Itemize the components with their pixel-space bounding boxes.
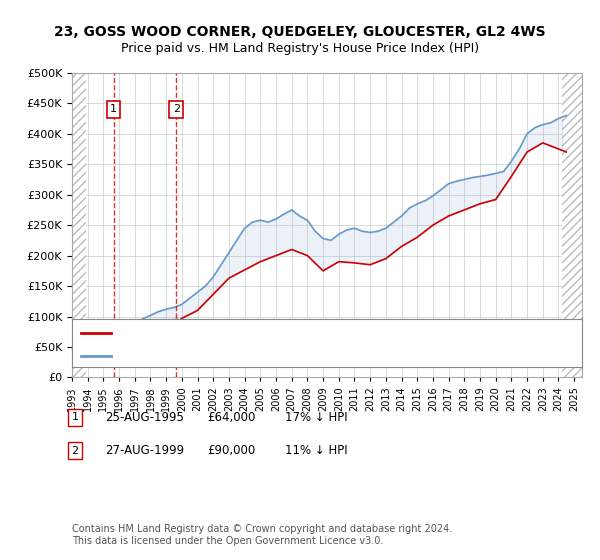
Text: 17% ↓ HPI: 17% ↓ HPI [285,410,347,424]
Text: 27-AUG-1999: 27-AUG-1999 [105,444,184,458]
Text: 2: 2 [71,446,79,456]
Bar [72,73,86,377]
Text: 2: 2 [173,104,180,114]
Text: 25-AUG-1995: 25-AUG-1995 [105,410,184,424]
Text: £90,000: £90,000 [207,444,255,458]
Text: 23, GOSS WOOD CORNER, QUEDGELEY, GLOUCESTER, GL2 4WS: 23, GOSS WOOD CORNER, QUEDGELEY, GLOUCES… [54,25,546,39]
Text: HPI: Average price, detached house, Gloucester: HPI: Average price, detached house, Glou… [117,351,367,361]
Text: £64,000: £64,000 [207,410,256,424]
Text: 1: 1 [110,104,117,114]
Text: 23, GOSS WOOD CORNER, QUEDGELEY, GLOUCESTER, GL2 4WS (detached house): 23, GOSS WOOD CORNER, QUEDGELEY, GLOUCES… [117,328,547,338]
Bar [562,73,582,377]
Text: 11% ↓ HPI: 11% ↓ HPI [285,444,347,458]
Text: Contains HM Land Registry data © Crown copyright and database right 2024.
This d: Contains HM Land Registry data © Crown c… [72,524,452,546]
Text: Price paid vs. HM Land Registry's House Price Index (HPI): Price paid vs. HM Land Registry's House … [121,42,479,55]
Text: 1: 1 [71,412,79,422]
